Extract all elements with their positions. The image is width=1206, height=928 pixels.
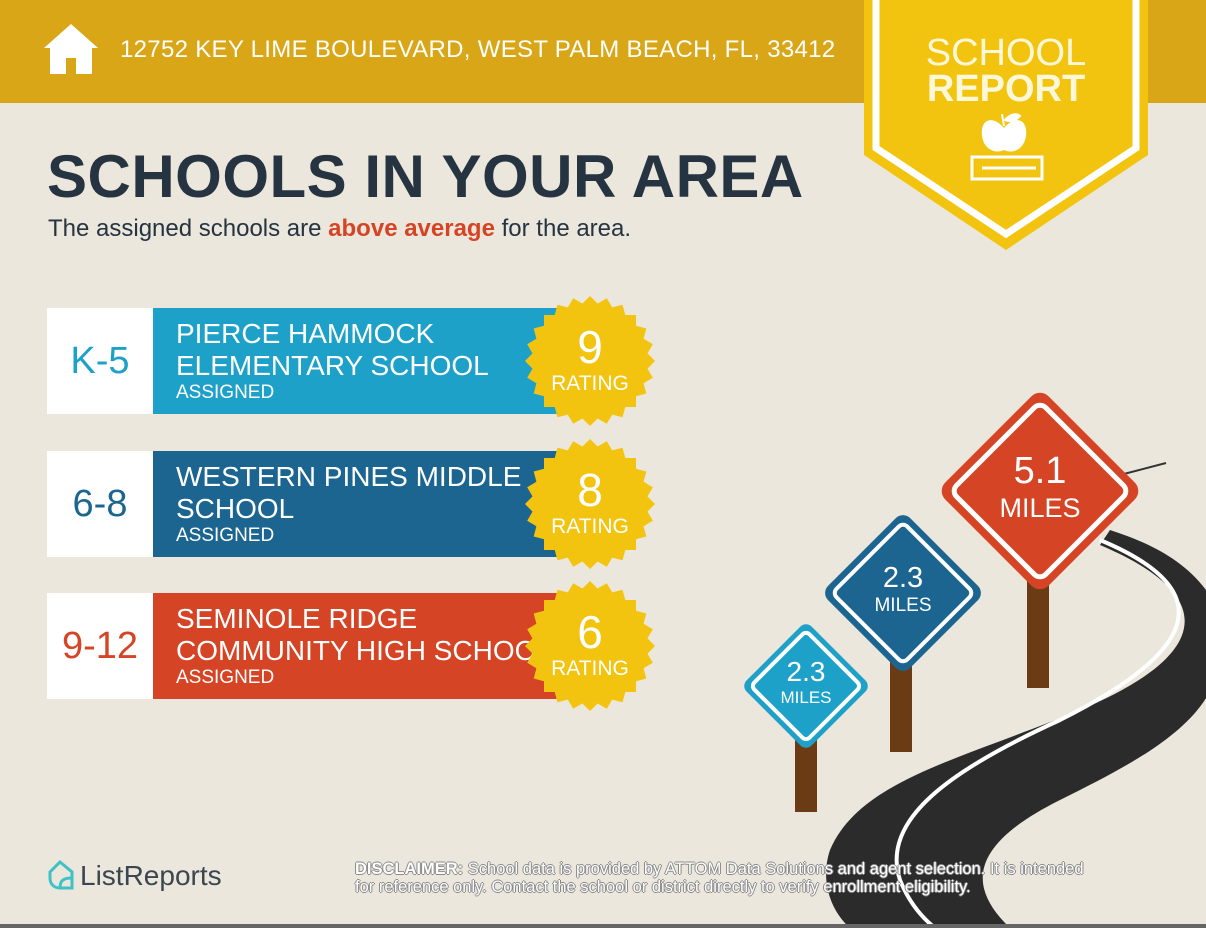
assigned-status: ASSIGNED (176, 667, 275, 688)
address: 12752 KEY LIME BOULEVARD, WEST PALM BEAC… (120, 36, 836, 63)
sign-1 (744, 624, 868, 748)
rating-seal (525, 296, 655, 426)
bottom-border (0, 924, 1206, 928)
subtitle: The assigned schools are above average f… (48, 215, 632, 242)
sign-3 (941, 392, 1139, 590)
badge-line1: SCHOOL (925, 32, 1087, 74)
grade-level: K-5 (47, 308, 153, 414)
sign-2-label: 2.3 MILES (874, 562, 932, 616)
sign-1-label: 2.3 MILES (780, 656, 832, 707)
rating-seal (525, 581, 655, 711)
disclaimer: DISCLAIMER: School data is provided by A… (355, 860, 1084, 896)
apple-book-icon (970, 113, 1044, 181)
badge-line2: REPORT (926, 68, 1086, 110)
grade-level: 9-12 (47, 593, 153, 699)
school-name: WESTERN PINES MIDDLE SCHOOL (176, 461, 522, 524)
school-report-badge (864, 0, 1148, 250)
rating-seal (525, 439, 655, 569)
sign-2 (825, 515, 981, 671)
rating-label: RATING (551, 657, 629, 680)
school-name: SEMINOLE RIDGE COMMUNITY HIGH SCHOOL (176, 603, 552, 666)
rating-label: RATING (551, 372, 629, 395)
school-row: 6-8 WESTERN PINES MIDDLE SCHOOL ASSIGNED 8… (47, 439, 655, 569)
logo-icon (48, 860, 74, 890)
subtitle-highlight: above average (328, 215, 495, 242)
rating-label: RATING (551, 515, 629, 538)
house-icon (44, 24, 98, 74)
rating-value: 6 (577, 606, 603, 658)
page-title: SCHOOLS IN YOUR AREA (47, 143, 804, 210)
school-row: 9-12 SEMINOLE RIDGE COMMUNITY HIGH SCHOOL… (47, 581, 655, 711)
assigned-status: ASSIGNED (176, 525, 275, 546)
school-row: K-5 PIERCE HAMMOCK ELEMENTARY SCHOOL ASSIG… (47, 296, 655, 426)
listreports-logo: ListReports (46, 860, 222, 892)
rating-value: 8 (577, 464, 603, 516)
school-info: WESTERN PINES MIDDLE SCHOOL ASSIGNED (153, 451, 607, 557)
school-info: SEMINOLE RIDGE COMMUNITY HIGH SCHOOL ASSIG… (153, 593, 607, 699)
sign-3-label: 5.1 MILES (999, 450, 1081, 523)
school-name: PIERCE HAMMOCK ELEMENTARY SCHOOL (176, 318, 489, 381)
rating-value: 9 (577, 321, 603, 373)
grade-level: 6-8 (47, 451, 153, 557)
assigned-status: ASSIGNED (176, 382, 275, 403)
